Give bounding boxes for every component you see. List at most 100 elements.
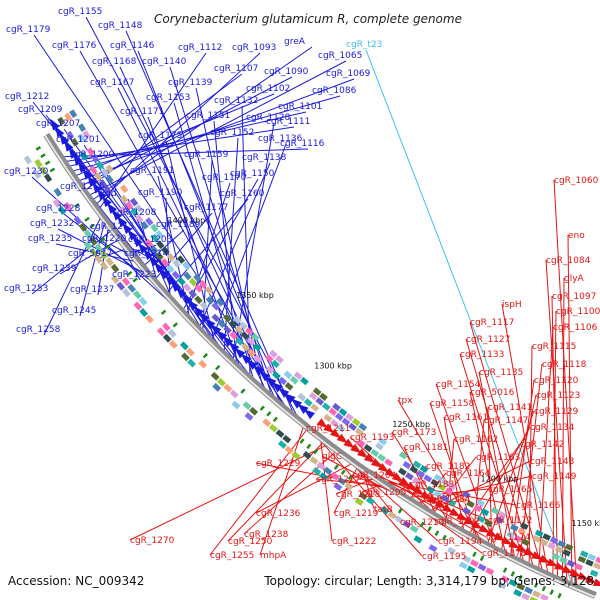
cog-feature-segment <box>134 204 144 213</box>
gene-label-forward: cgR_1170 <box>202 173 247 183</box>
outer-feature-segment-2 <box>413 535 423 544</box>
cog-feature-segment <box>278 376 288 386</box>
cds-arrow-reverse <box>336 433 348 444</box>
gene-label-reverse: cgR_1238 <box>244 530 289 540</box>
leader-line-forward <box>76 78 355 182</box>
cog-feature-segment <box>176 255 186 264</box>
leader-line-reverse <box>538 326 554 571</box>
outer-feature-segment <box>78 222 88 232</box>
outer-feature-segment-2 <box>284 445 294 455</box>
cog-feature-segment <box>437 483 447 492</box>
cog-feature-segment <box>69 109 78 119</box>
outer-feature-segment <box>162 322 171 332</box>
gene-label-forward: cgR_1179 <box>6 25 51 35</box>
outer-feature-segment-2 <box>521 592 531 600</box>
cds-arrow-forward <box>82 168 93 180</box>
cog-feature-segment <box>188 289 198 299</box>
leader-line-forward <box>70 95 341 173</box>
leader-line-reverse <box>259 424 305 556</box>
gene-label-forward: cgR_1228 <box>36 204 81 214</box>
outer-feature-segment-2 <box>110 275 120 284</box>
outer-feature-segment <box>84 229 93 239</box>
gene-label-forward: cgR_1177 <box>184 203 228 213</box>
cog-feature-segment <box>283 370 293 380</box>
outer-feature-segment <box>127 283 137 293</box>
gene-label-reverse: cgR_1133 <box>460 350 504 360</box>
cog-tick-mark <box>132 277 138 283</box>
cog-feature-segment <box>412 460 422 469</box>
cog-feature-segment <box>66 130 75 140</box>
cog-tick-mark <box>541 585 547 592</box>
cog-feature-segment <box>211 302 220 311</box>
cog-feature-segment <box>416 470 426 479</box>
cds-arrow-forward <box>143 249 154 261</box>
gene-label-reverse: cgR_1172 <box>488 516 532 526</box>
cds-arrow-forward <box>222 336 234 347</box>
gene-label-forward: cgR_1155 <box>58 7 102 17</box>
cog-feature-segment <box>534 529 544 538</box>
cog-feature-segment <box>269 349 278 359</box>
cds-arrow-forward <box>216 330 228 341</box>
kbp-tick-label: 1300 kbp <box>314 362 352 371</box>
gene-label-forward: cgR_1112 <box>178 43 222 53</box>
leader-line-reverse <box>528 345 533 567</box>
gene-label-reverse: cgR_1149 <box>532 472 577 482</box>
cds-arrow-forward <box>284 393 296 404</box>
cog-feature-segment <box>506 530 516 539</box>
cog-feature-segment <box>246 337 256 346</box>
cog-tick-mark <box>397 508 403 514</box>
cog-feature-segment <box>64 112 73 122</box>
gene-label-forward: cgR_1258 <box>16 325 61 335</box>
cog-feature-segment <box>433 490 443 499</box>
cog-feature-segment <box>559 556 568 564</box>
gene-label-forward: cgR_1212 <box>5 92 49 102</box>
outer-feature-segment <box>302 450 312 460</box>
cog-feature-segment <box>182 261 191 271</box>
cog-feature-segment <box>551 552 561 561</box>
outer-feature-segment <box>539 593 549 600</box>
backbone-ring <box>43 132 597 599</box>
cog-feature-segment <box>77 133 86 143</box>
cog-feature-segment <box>100 167 109 177</box>
cog-feature-segment <box>440 494 450 503</box>
cog-feature-segment <box>402 461 412 470</box>
cds-arrow-forward <box>204 318 216 329</box>
cog-feature-segment <box>205 296 215 305</box>
cog-feature-segment <box>160 258 170 267</box>
cog-feature-segment <box>240 331 250 340</box>
gene-label-reverse: cgR_1183 <box>410 480 454 490</box>
cog-feature-segment <box>94 172 103 182</box>
cds-arrow-forward <box>148 255 159 267</box>
gene-label-reverse: cgR_1205 <box>362 488 406 498</box>
outer-feature-segment <box>53 187 62 197</box>
cog-feature-segment <box>166 252 176 262</box>
cog-tick-mark <box>74 202 80 208</box>
gene-label-reverse: glyA <box>564 274 585 284</box>
cog-feature-segment <box>348 422 357 432</box>
cog-tick-mark <box>126 270 133 276</box>
cds-arrow-forward <box>176 287 187 299</box>
cog-feature-segment <box>423 474 433 483</box>
gene-label-forward: cgR_1069 <box>326 69 371 79</box>
gene-label-forward: cgR_1191 <box>130 166 174 176</box>
cds-arrow-forward <box>303 409 316 420</box>
gene-label-reverse: cgR_1127 <box>466 335 510 345</box>
cog-feature-segment <box>199 301 209 311</box>
outer-feature-segment-2 <box>52 198 62 208</box>
cds-arrow-forward <box>271 382 283 393</box>
outer-feature-segment <box>217 377 226 387</box>
cds-arrow-reverse <box>377 463 390 473</box>
kbp-tick-label: 1400 kbp <box>168 216 206 225</box>
feature-tracks <box>23 109 600 600</box>
cog-feature-segment <box>495 516 504 524</box>
cds-arrow-reverse <box>329 428 342 439</box>
gene-label-reverse: cgR_1115 <box>532 342 576 352</box>
leader-line-reverse <box>561 277 565 582</box>
gene-label-reverse: cgR_1194 <box>438 537 483 547</box>
leader-line-forward <box>181 178 259 312</box>
leader-line-forward <box>31 229 113 295</box>
gene-label-reverse: cgR_1123 <box>536 391 580 401</box>
gene-label-reverse: cgR_1222 <box>332 537 376 547</box>
gene-label-forward: cgR_1190 <box>138 188 183 198</box>
gene-label-forward: cgR_1167 <box>90 78 134 88</box>
